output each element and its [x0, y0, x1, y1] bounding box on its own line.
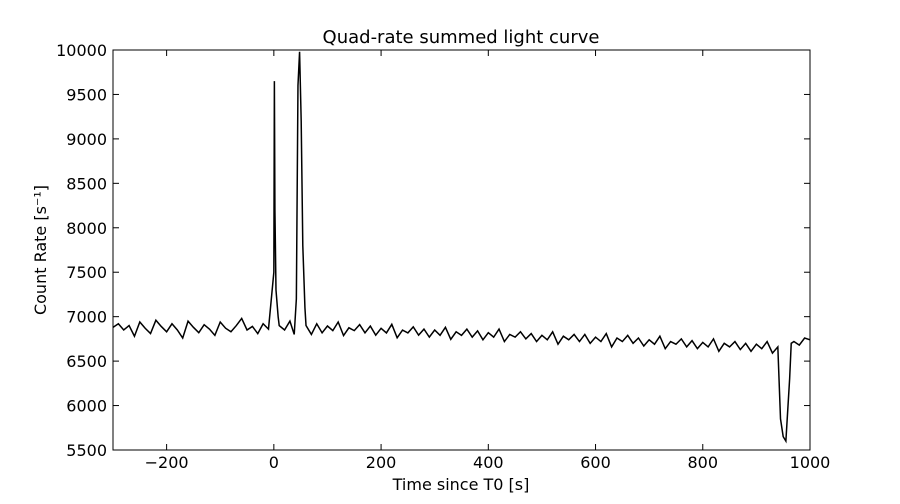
y-tick-label: 9500: [66, 85, 107, 104]
plot-frame: [112, 49, 811, 451]
x-tick-label: 800: [687, 453, 718, 472]
y-tick-label: 8500: [66, 174, 107, 193]
data-line: [112, 51, 811, 444]
x-tick-label: 0: [269, 453, 279, 472]
y-tick-label: 7000: [66, 308, 107, 327]
x-tick-label: 1000: [790, 453, 831, 472]
x-axis-label: Time since T0 [s]: [392, 475, 530, 494]
y-tick-label: 7500: [66, 263, 107, 282]
chart-title: Quad-rate summed light curve: [323, 27, 600, 48]
y-axis-label: Count Rate [s⁻¹]: [31, 185, 50, 315]
y-tick-label: 8000: [66, 219, 107, 238]
y-tick-label: 5500: [66, 441, 107, 460]
x-tick-label: 600: [580, 453, 611, 472]
x-tick-label: 200: [366, 453, 397, 472]
x-tick-label: 400: [473, 453, 504, 472]
y-tick-label: 6500: [66, 352, 107, 371]
y-tick-label: 9000: [66, 130, 107, 149]
y-tick-label: 10000: [56, 41, 107, 60]
y-tick-label: 6000: [66, 397, 107, 416]
x-tick-label: −200: [145, 453, 189, 472]
